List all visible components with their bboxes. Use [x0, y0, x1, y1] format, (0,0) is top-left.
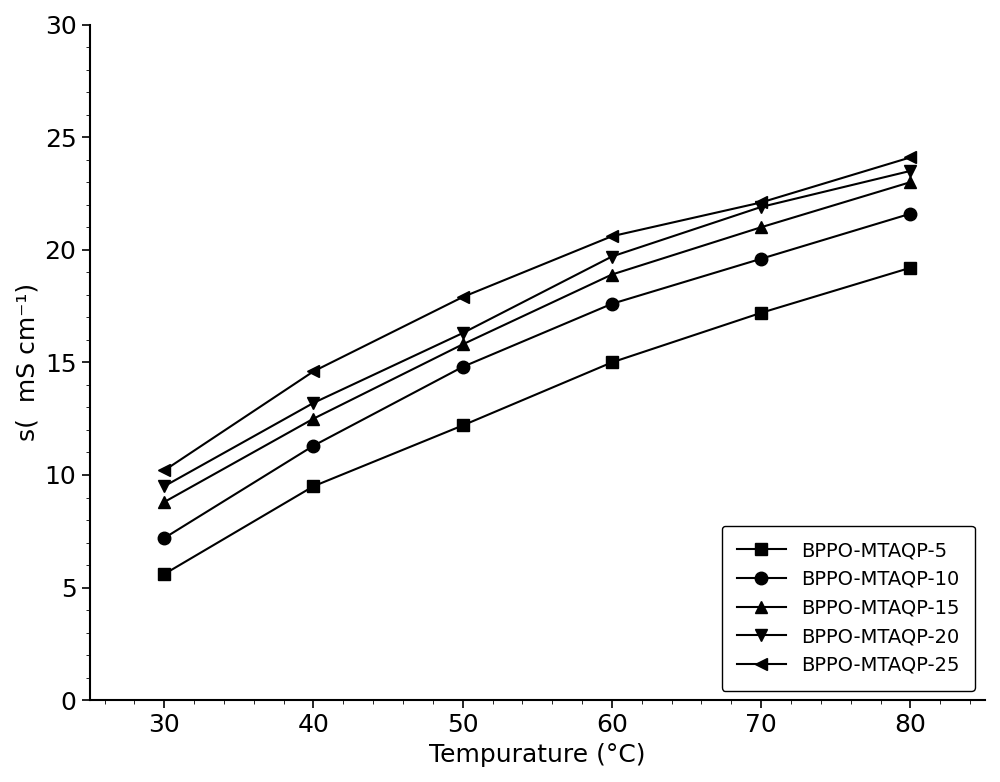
BPPO-MTAQP-5 — [606, 357, 618, 367]
BPPO-MTAQP-5 — [904, 263, 916, 272]
BPPO-MTAQP-25 — [904, 152, 916, 162]
BPPO-MTAQP-10 — [457, 362, 469, 371]
Line: BPPO-MTAQP-15: BPPO-MTAQP-15 — [158, 176, 917, 508]
Y-axis label: s(  mS cm⁻¹): s( mS cm⁻¹) — [15, 283, 39, 441]
BPPO-MTAQP-25 — [755, 198, 767, 207]
BPPO-MTAQP-15 — [755, 223, 767, 232]
BPPO-MTAQP-10 — [307, 441, 319, 450]
Legend: BPPO-MTAQP-5, BPPO-MTAQP-10, BPPO-MTAQP-15, BPPO-MTAQP-20, BPPO-MTAQP-25: BPPO-MTAQP-5, BPPO-MTAQP-10, BPPO-MTAQP-… — [722, 526, 975, 691]
BPPO-MTAQP-10 — [606, 300, 618, 309]
BPPO-MTAQP-25 — [158, 466, 170, 475]
Line: BPPO-MTAQP-20: BPPO-MTAQP-20 — [158, 165, 917, 493]
BPPO-MTAQP-20 — [606, 252, 618, 261]
BPPO-MTAQP-25 — [606, 231, 618, 241]
BPPO-MTAQP-20 — [755, 203, 767, 212]
BPPO-MTAQP-15 — [457, 339, 469, 349]
BPPO-MTAQP-15 — [307, 414, 319, 423]
BPPO-MTAQP-20 — [158, 482, 170, 491]
BPPO-MTAQP-20 — [457, 328, 469, 338]
BPPO-MTAQP-25 — [457, 292, 469, 302]
BPPO-MTAQP-5 — [307, 482, 319, 491]
BPPO-MTAQP-15 — [158, 497, 170, 507]
Line: BPPO-MTAQP-5: BPPO-MTAQP-5 — [158, 261, 917, 580]
X-axis label: Tempurature (°C): Tempurature (°C) — [429, 743, 646, 767]
Line: BPPO-MTAQP-25: BPPO-MTAQP-25 — [158, 151, 917, 477]
BPPO-MTAQP-5 — [755, 308, 767, 317]
BPPO-MTAQP-20 — [307, 398, 319, 407]
BPPO-MTAQP-10 — [755, 254, 767, 264]
BPPO-MTAQP-5 — [457, 421, 469, 430]
BPPO-MTAQP-5 — [158, 569, 170, 579]
BPPO-MTAQP-20 — [904, 167, 916, 176]
BPPO-MTAQP-10 — [158, 533, 170, 543]
Line: BPPO-MTAQP-10: BPPO-MTAQP-10 — [158, 207, 917, 544]
BPPO-MTAQP-10 — [904, 209, 916, 218]
BPPO-MTAQP-15 — [904, 178, 916, 187]
BPPO-MTAQP-15 — [606, 270, 618, 279]
BPPO-MTAQP-25 — [307, 367, 319, 376]
